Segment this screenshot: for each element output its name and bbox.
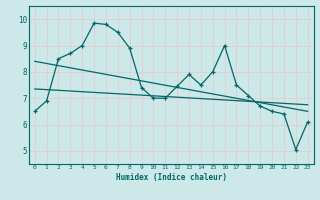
X-axis label: Humidex (Indice chaleur): Humidex (Indice chaleur): [116, 173, 227, 182]
